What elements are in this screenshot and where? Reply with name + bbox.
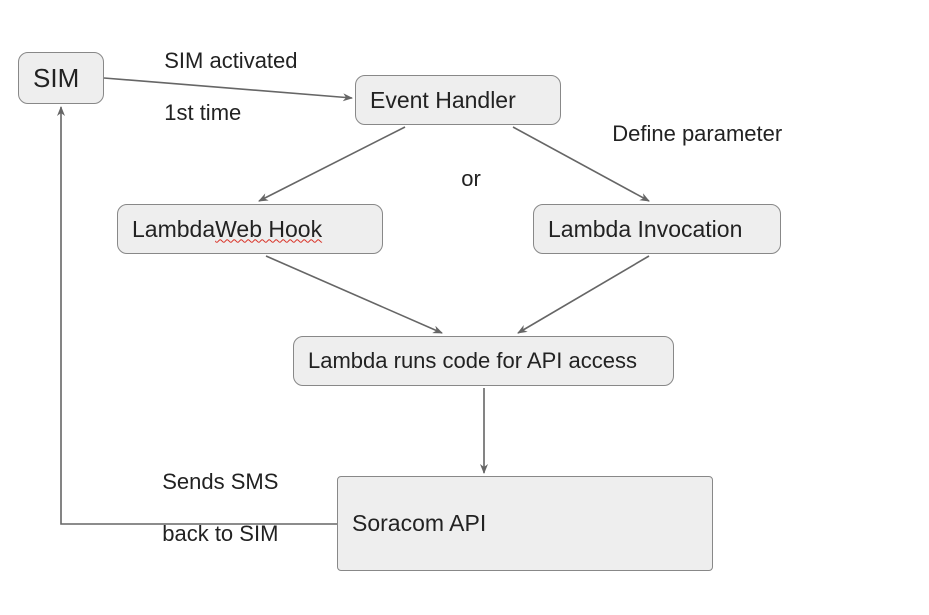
node-soracom-api: Soracom API bbox=[337, 476, 713, 571]
node-lambda-web-hook-prefix: Lambda bbox=[132, 216, 215, 243]
label-or-text: or bbox=[461, 166, 481, 191]
label-sends-sms-line1: Sends SMS bbox=[162, 469, 278, 494]
edge-web-hook-to-lambda-runs bbox=[266, 256, 442, 333]
label-sim-activated-line1: SIM activated bbox=[164, 48, 297, 73]
node-lambda-runs-text: Lambda runs code for API access bbox=[308, 348, 637, 374]
label-sends-sms: Sends SMS back to SIM bbox=[150, 443, 278, 547]
label-sim-activated-line2: 1st time bbox=[164, 100, 241, 125]
node-lambda-invocation-text: Lambda Invocation bbox=[548, 216, 742, 243]
node-soracom-api-text: Soracom API bbox=[352, 510, 486, 537]
node-lambda-invocation: Lambda Invocation bbox=[533, 204, 781, 254]
label-define-parameter-text: Define parameter bbox=[612, 121, 782, 146]
node-event-handler-text: Event Handler bbox=[370, 87, 516, 114]
edge-event-handler-to-web-hook bbox=[259, 127, 405, 201]
label-define-parameter: Define parameter bbox=[600, 95, 782, 147]
node-sim: SIM bbox=[18, 52, 104, 104]
label-sim-activated: SIM activated 1st time bbox=[152, 22, 298, 126]
edge-invocation-to-lambda-runs bbox=[518, 256, 649, 333]
node-lambda-web-hook-spellchecked: Web Hook bbox=[215, 216, 322, 243]
label-or: or bbox=[449, 140, 481, 192]
node-event-handler: Event Handler bbox=[355, 75, 561, 125]
node-lambda-runs: Lambda runs code for API access bbox=[293, 336, 674, 386]
node-sim-text: SIM bbox=[33, 63, 79, 94]
label-sends-sms-line2: back to SIM bbox=[162, 521, 278, 546]
node-lambda-web-hook: Lambda Web Hook bbox=[117, 204, 383, 254]
